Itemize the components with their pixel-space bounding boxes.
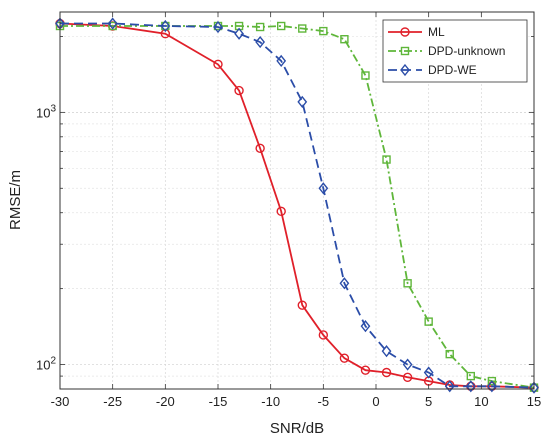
axis-ticks [59, 12, 535, 390]
tick-labels: -30 -25 -20 -15 -10 -5 0 5 10 15 102 103 [36, 103, 541, 409]
data-point [381, 367, 392, 378]
x-tick-label: 0 [372, 394, 379, 409]
data-point [382, 155, 391, 164]
y-tick-label: 102 [36, 356, 56, 373]
data-point [424, 317, 433, 326]
legend-entry: ML [428, 25, 445, 39]
data-point [318, 182, 329, 195]
x-tick-label: -5 [318, 394, 330, 409]
data-point [529, 381, 539, 394]
data-point [361, 71, 370, 80]
data-point [234, 27, 244, 40]
legend-entry: DPD-WE [428, 63, 477, 77]
data-point [297, 300, 307, 310]
legend-marker [400, 27, 410, 37]
y-axis-label: RMSE/m [7, 170, 24, 230]
data-point [465, 380, 476, 393]
data-point [360, 365, 371, 375]
data-point [402, 358, 413, 371]
data-point [160, 19, 171, 33]
x-axis-label: SNR/dB [270, 420, 324, 437]
data-point [234, 85, 244, 96]
data-point [381, 345, 392, 358]
legend-entry: DPD-unknown [428, 44, 505, 58]
data-point [298, 24, 307, 33]
data-point [319, 26, 328, 36]
data-point [213, 59, 223, 70]
data-point [297, 95, 308, 109]
data-point [255, 35, 266, 49]
x-tick-label: 5 [425, 394, 432, 409]
plot-frame [59, 11, 535, 390]
data-point [339, 277, 350, 290]
data-point [423, 366, 434, 379]
x-tick-label: -20 [156, 394, 175, 409]
data-point [402, 372, 413, 383]
legend: ML DPD-unknown DPD-WE [382, 19, 528, 83]
x-tick-label: -15 [209, 394, 228, 409]
data-point [107, 17, 118, 30]
data-point [255, 22, 265, 32]
data-point [276, 54, 287, 68]
x-tick-label: 15 [527, 394, 541, 409]
series-dpd-we [55, 17, 539, 394]
data-point [360, 320, 371, 333]
data-point [444, 380, 455, 393]
data-point [466, 371, 475, 381]
data-point [277, 21, 286, 31]
data-point [487, 376, 497, 386]
legend-marker [400, 46, 410, 56]
x-tick-label: 10 [474, 394, 488, 409]
data-point [276, 206, 286, 217]
data-point [340, 35, 349, 44]
data-point [255, 143, 265, 154]
data-point [213, 20, 223, 34]
x-tick-label: -10 [261, 394, 280, 409]
x-tick-label: -30 [51, 394, 70, 409]
data-point [486, 380, 497, 393]
y-tick-label: 103 [36, 103, 56, 120]
data-point [318, 330, 329, 340]
data-point [339, 353, 350, 363]
legend-marker [400, 63, 410, 77]
data-point [445, 349, 454, 359]
data-point [403, 279, 412, 288]
x-tick-label: -25 [103, 394, 122, 409]
